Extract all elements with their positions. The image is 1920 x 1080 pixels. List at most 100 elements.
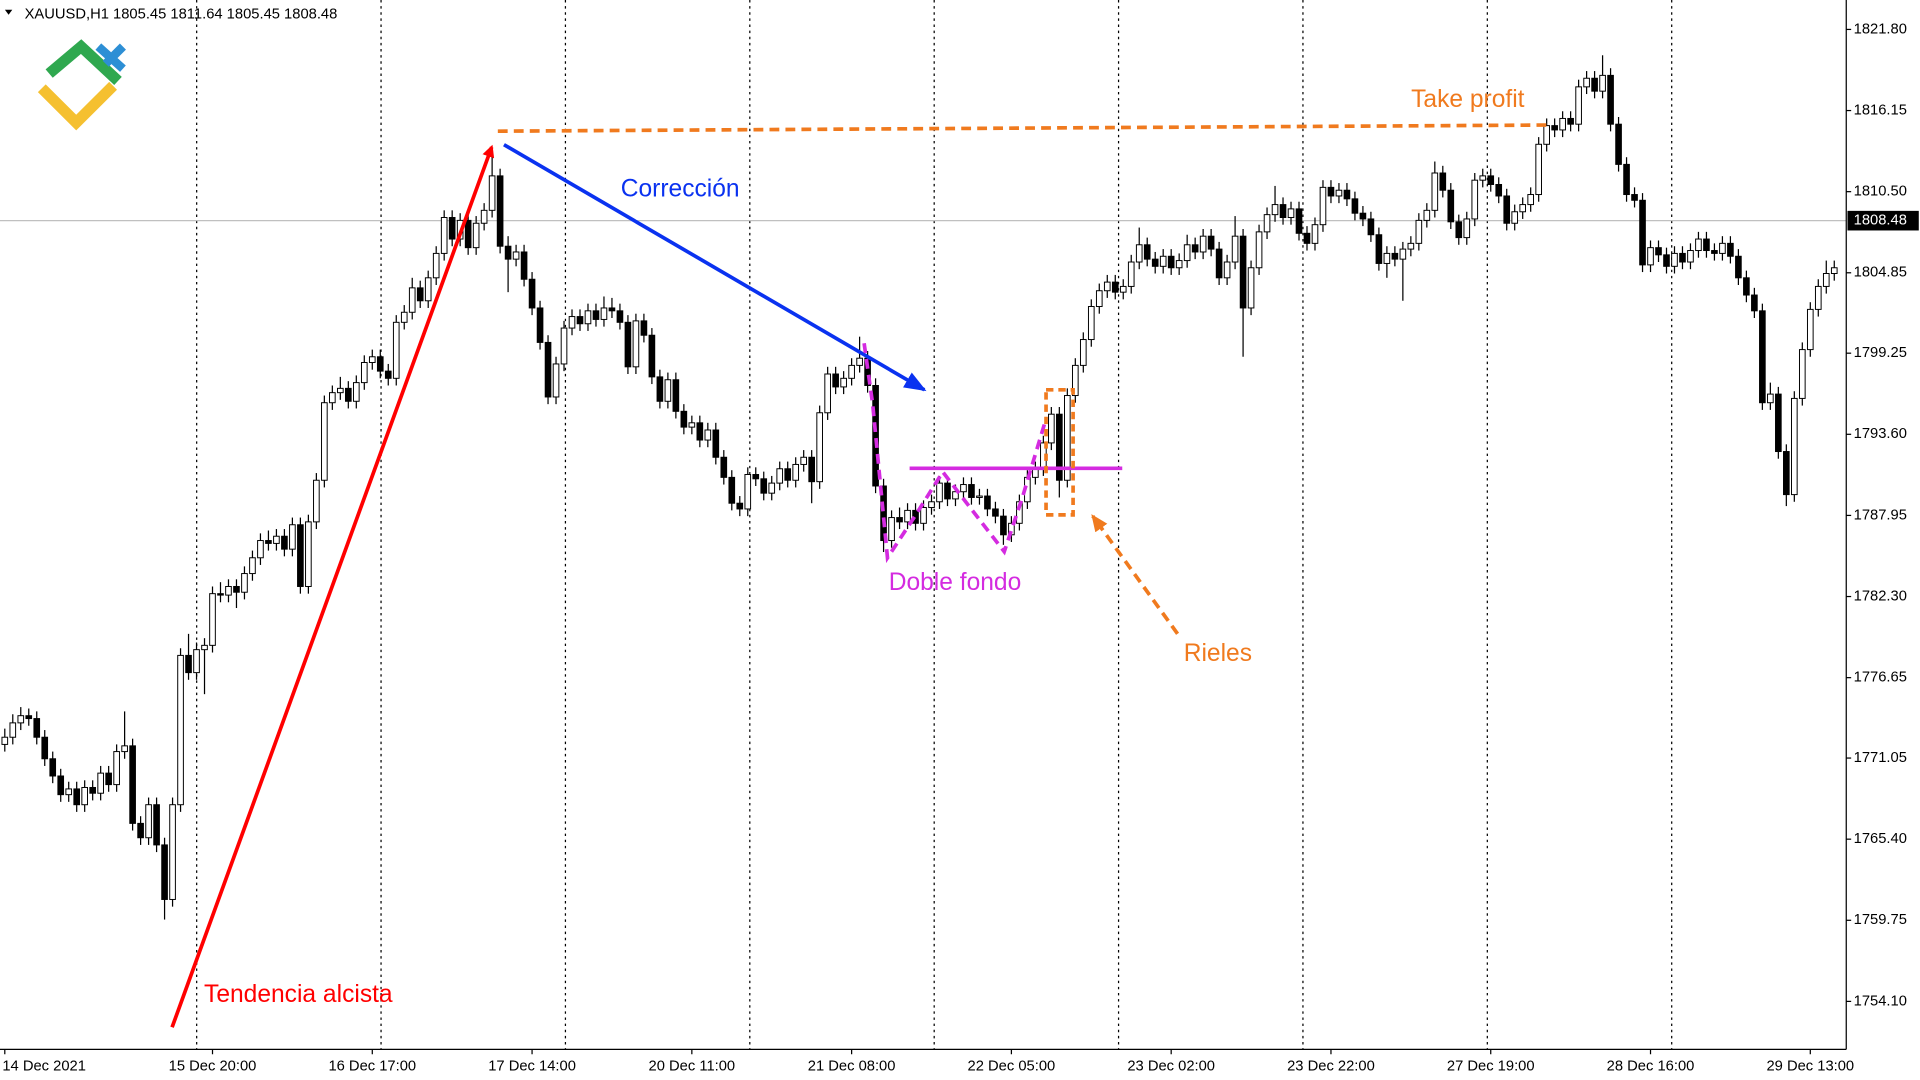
- candle-body: [808, 456, 815, 483]
- y-tick-label: 1776.65: [1854, 670, 1907, 686]
- candle-body: [904, 509, 911, 523]
- candle-body: [1463, 218, 1471, 239]
- candle-body: [1223, 261, 1231, 279]
- candle-body: [736, 502, 744, 510]
- candle-body: [1551, 125, 1558, 131]
- candle-body: [776, 468, 784, 484]
- annotation-correction: Corrección: [621, 176, 740, 203]
- candle-body: [432, 252, 440, 279]
- x-tick-label: 17 Dec 14:00: [488, 1058, 576, 1074]
- candle-body: [1159, 255, 1167, 267]
- rails-arrow: [1091, 514, 1180, 635]
- candle-body: [1247, 267, 1255, 309]
- candle-body: [193, 649, 200, 674]
- candle-body: [1407, 242, 1415, 250]
- candle-body: [1591, 77, 1598, 92]
- candle-body: [368, 356, 376, 364]
- candle-body: [1151, 258, 1159, 267]
- candle-body: [856, 357, 863, 366]
- annotation-rails: Rieles: [1184, 640, 1252, 667]
- candle-body: [472, 222, 480, 249]
- candle-body: [1607, 74, 1614, 125]
- candle-body: [1567, 117, 1574, 125]
- candle-body: [968, 484, 975, 498]
- double-bottom-outline: [862, 342, 1047, 564]
- candle-body: [73, 788, 81, 806]
- candle-body: [1671, 252, 1678, 267]
- candle-body: [1303, 232, 1311, 244]
- candle-body: [273, 535, 280, 544]
- candle-body: [313, 479, 320, 523]
- candle-body: [1087, 306, 1095, 341]
- candle-body: [1143, 244, 1151, 260]
- annotation-take-profit: Take profit: [1411, 86, 1525, 113]
- candle-body: [1327, 186, 1335, 197]
- candle-body: [1543, 125, 1550, 145]
- candle-body: [872, 384, 879, 487]
- candle-body: [352, 382, 360, 402]
- candle-body: [1071, 364, 1079, 397]
- candle-body: [488, 175, 496, 211]
- candle-body: [576, 316, 584, 325]
- candle-body: [760, 478, 768, 494]
- y-tick-label: 1782.30: [1854, 588, 1907, 604]
- candle-body: [1056, 413, 1063, 481]
- rails-box: [1044, 387, 1075, 517]
- candle-body: [752, 474, 760, 480]
- candle-body: [1175, 260, 1183, 269]
- candle-body: [1727, 242, 1734, 257]
- x-tick-label: 23 Dec 02:00: [1127, 1058, 1215, 1074]
- candle-body: [1822, 273, 1830, 287]
- x-tick-label: 23 Dec 22:00: [1287, 1058, 1375, 1074]
- candle-body: [792, 463, 800, 481]
- candle-body: [97, 772, 104, 794]
- candle-body: [976, 495, 983, 498]
- candle-body: [1575, 86, 1582, 125]
- candle-body: [17, 715, 25, 724]
- candle-body: [1639, 199, 1646, 266]
- candle-body: [672, 379, 680, 412]
- candle-body: [1679, 252, 1686, 263]
- x-tick-label: 20 Dec 11:00: [649, 1058, 736, 1074]
- candle-body: [161, 844, 168, 900]
- candle-body: [1095, 290, 1103, 308]
- candle-body: [257, 540, 264, 559]
- candle-body: [624, 321, 632, 368]
- candle-body: [344, 387, 352, 402]
- candle-body: [281, 535, 288, 550]
- y-tick-label: 1799.25: [1854, 345, 1907, 361]
- y-tick-label: 1804.85: [1854, 265, 1907, 281]
- candle-body: [9, 722, 17, 738]
- candle-body: [1231, 235, 1239, 263]
- logo-green: [45, 39, 122, 85]
- candle-body: [1048, 413, 1055, 444]
- candle-body: [1415, 219, 1423, 244]
- candle-body: [49, 758, 57, 777]
- candle-body: [105, 772, 112, 786]
- candle-body: [137, 822, 144, 839]
- candle-body: [1439, 172, 1447, 191]
- chart-title: XAUUSD,H1 1805.45 1811.64 1805.45 1808.4…: [25, 7, 338, 23]
- logo-blue: [95, 43, 126, 72]
- candle-body: [816, 412, 823, 483]
- candle-body: [1295, 208, 1303, 234]
- candle-body: [664, 379, 672, 402]
- y-tick-label: 1754.10: [1854, 993, 1907, 1009]
- candle-body: [960, 484, 967, 493]
- candle-body: [832, 373, 839, 388]
- candle-body: [1103, 281, 1111, 292]
- candle-body: [41, 736, 49, 760]
- candle-body: [992, 508, 999, 517]
- candle-body: [1695, 238, 1702, 252]
- annotation-trend: Tendencia alcista: [204, 981, 393, 1008]
- candle-body: [1183, 244, 1191, 262]
- candle-body: [1215, 248, 1223, 279]
- candle-body: [584, 310, 592, 325]
- candle-body: [744, 474, 752, 510]
- candle-body: [1431, 172, 1439, 211]
- candle-body: [1191, 244, 1199, 253]
- candle-body: [1391, 252, 1399, 260]
- candle-body: [920, 507, 927, 524]
- candle-body: [440, 217, 448, 254]
